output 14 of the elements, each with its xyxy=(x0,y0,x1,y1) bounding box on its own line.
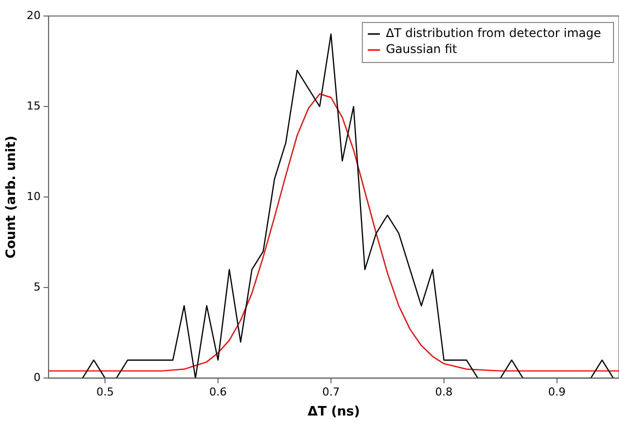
x-tick-label: 0.5 xyxy=(96,386,114,399)
x-axis-title: ΔT (ns) xyxy=(308,404,360,420)
y-tick-label: 15 xyxy=(26,99,41,112)
y-tick-label: 5 xyxy=(34,280,41,294)
y-tick-label: 10 xyxy=(26,190,41,203)
x-tick-label: 0.9 xyxy=(548,386,566,399)
y-tick-label: 0 xyxy=(34,371,41,384)
x-tick-label: 0.6 xyxy=(209,386,227,399)
x-tick-label: 0.8 xyxy=(435,386,453,399)
legend-label: Gaussian fit xyxy=(386,42,458,56)
legend-label: ΔT distribution from detector image xyxy=(386,26,602,40)
x-tick-label: 0.7 xyxy=(322,386,340,399)
y-tick-label: 20 xyxy=(26,8,41,22)
y-axis-title: Count (arb. unit) xyxy=(4,136,20,258)
